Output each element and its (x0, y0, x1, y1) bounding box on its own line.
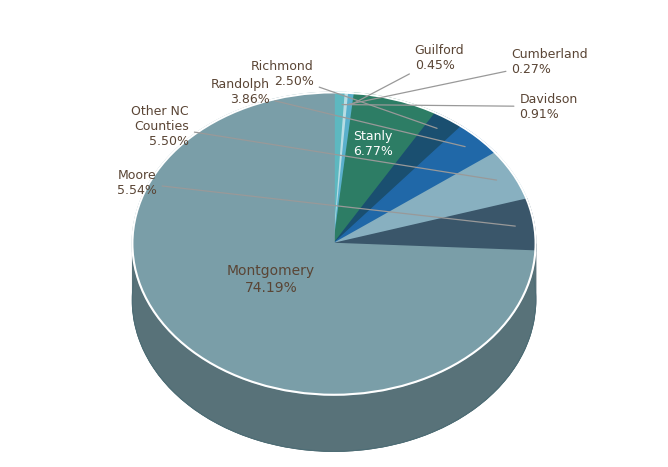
Text: Moore
5.54%: Moore 5.54% (117, 169, 515, 226)
Text: Stanly
6.77%: Stanly 6.77% (353, 130, 393, 158)
Text: Guilford
0.45%: Guilford 0.45% (353, 44, 464, 104)
Ellipse shape (132, 149, 536, 451)
Text: Other NC
Counties
5.50%: Other NC Counties 5.50% (131, 105, 496, 180)
Text: Richmond
2.50%: Richmond 2.50% (251, 60, 437, 128)
Polygon shape (334, 93, 436, 244)
Polygon shape (133, 251, 535, 451)
Polygon shape (334, 113, 462, 244)
Text: Montgomery
74.19%: Montgomery 74.19% (227, 264, 315, 295)
Text: Randolph
3.86%: Randolph 3.86% (210, 78, 465, 147)
Polygon shape (334, 93, 355, 244)
Polygon shape (334, 92, 345, 244)
Text: Davidson
0.91%: Davidson 0.91% (342, 92, 578, 120)
Text: Cumberland
0.27%: Cumberland 0.27% (349, 48, 588, 104)
Polygon shape (334, 199, 536, 251)
Polygon shape (132, 92, 535, 395)
Polygon shape (334, 127, 495, 244)
Polygon shape (334, 153, 526, 244)
Polygon shape (334, 92, 349, 244)
